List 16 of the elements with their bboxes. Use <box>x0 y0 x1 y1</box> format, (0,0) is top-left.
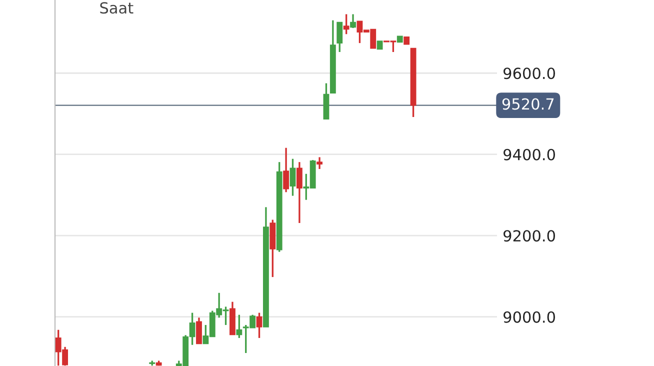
y-tick-label: 9200.0 <box>504 230 555 242</box>
candlestick <box>196 316 202 344</box>
candlestick <box>336 22 343 53</box>
ref-line-label: 9520.7 <box>502 98 554 110</box>
candlestick <box>350 13 356 29</box>
candlestick <box>236 314 242 339</box>
candlestick <box>283 147 290 193</box>
y-tick-label: 9400.0 <box>504 148 555 160</box>
candlestick <box>290 158 296 197</box>
y-tick-label: 9600.0 <box>504 68 555 80</box>
candlestick <box>256 312 262 339</box>
candlestick <box>343 13 350 35</box>
y-tick-label: 9000.0 <box>504 311 555 323</box>
candlestick <box>296 161 302 224</box>
candlestick <box>316 156 322 170</box>
annotation: Saat <box>100 2 134 14</box>
